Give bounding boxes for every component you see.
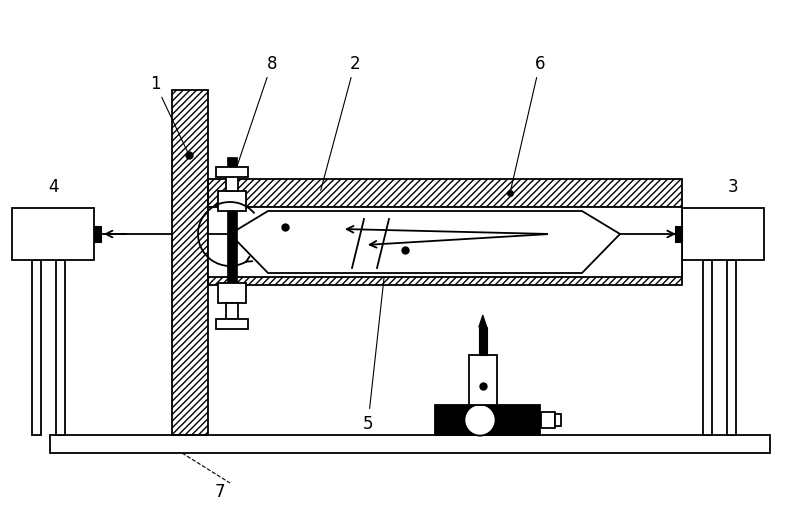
Bar bbox=[226, 304, 238, 319]
Bar bbox=[216, 168, 248, 178]
Bar bbox=[94, 227, 101, 242]
Text: 2: 2 bbox=[321, 55, 360, 191]
Bar bbox=[218, 191, 246, 212]
Bar bbox=[208, 208, 682, 277]
Bar bbox=[208, 180, 682, 208]
Bar bbox=[208, 258, 682, 285]
Text: 8: 8 bbox=[233, 55, 278, 179]
Bar bbox=[469, 356, 497, 405]
Bar bbox=[227, 158, 237, 308]
Bar bbox=[218, 283, 246, 304]
Bar bbox=[478, 327, 486, 356]
Bar bbox=[682, 209, 764, 261]
Bar bbox=[675, 227, 682, 242]
Bar bbox=[435, 405, 541, 435]
Text: 9: 9 bbox=[453, 414, 470, 432]
Text: 3: 3 bbox=[728, 178, 738, 195]
Bar bbox=[554, 414, 561, 426]
Bar bbox=[727, 261, 736, 435]
Polygon shape bbox=[478, 316, 486, 327]
Text: 4: 4 bbox=[48, 178, 58, 195]
Bar bbox=[56, 261, 65, 435]
Bar bbox=[12, 209, 94, 261]
Bar bbox=[541, 412, 554, 428]
Text: 5: 5 bbox=[362, 272, 385, 432]
Bar bbox=[226, 176, 238, 191]
Text: 6: 6 bbox=[510, 55, 546, 191]
Bar bbox=[216, 319, 248, 329]
Bar bbox=[50, 435, 770, 453]
Bar bbox=[32, 261, 41, 435]
Bar bbox=[172, 91, 208, 435]
Text: 1: 1 bbox=[150, 75, 188, 153]
Ellipse shape bbox=[464, 405, 495, 436]
Polygon shape bbox=[230, 212, 620, 274]
Text: 7: 7 bbox=[214, 482, 226, 500]
Bar bbox=[703, 261, 712, 435]
